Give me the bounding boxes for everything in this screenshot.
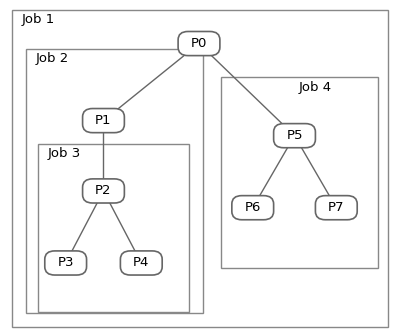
Text: P4: P4 bbox=[133, 257, 150, 269]
FancyBboxPatch shape bbox=[274, 124, 316, 148]
Text: P0: P0 bbox=[191, 37, 207, 50]
Text: Job 4: Job 4 bbox=[298, 81, 332, 94]
FancyBboxPatch shape bbox=[83, 109, 124, 133]
Text: P1: P1 bbox=[95, 114, 112, 127]
Text: P5: P5 bbox=[286, 129, 303, 142]
FancyBboxPatch shape bbox=[45, 251, 87, 275]
Bar bbox=[26, 49, 203, 313]
Text: P3: P3 bbox=[57, 257, 74, 269]
FancyBboxPatch shape bbox=[120, 251, 162, 275]
Bar bbox=[221, 77, 378, 268]
Text: Job 3: Job 3 bbox=[48, 147, 81, 160]
Text: Job 2: Job 2 bbox=[36, 52, 69, 65]
Text: P6: P6 bbox=[244, 201, 261, 214]
Bar bbox=[38, 144, 189, 312]
Text: P7: P7 bbox=[328, 201, 345, 214]
FancyBboxPatch shape bbox=[232, 196, 274, 220]
FancyBboxPatch shape bbox=[178, 31, 220, 56]
Text: P2: P2 bbox=[95, 185, 112, 197]
FancyBboxPatch shape bbox=[316, 196, 357, 220]
FancyBboxPatch shape bbox=[83, 179, 124, 203]
Text: Job 1: Job 1 bbox=[22, 13, 55, 26]
